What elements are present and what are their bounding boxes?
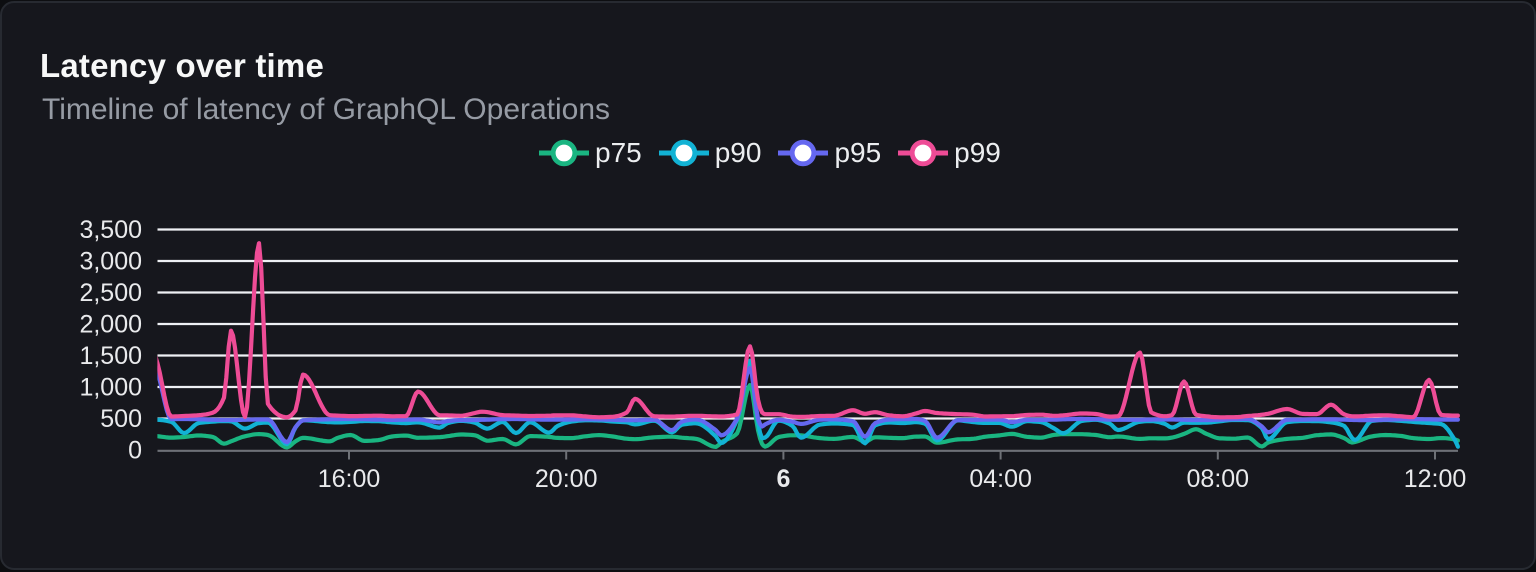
- svg-text:1,500: 1,500: [79, 342, 142, 370]
- svg-text:2,000: 2,000: [79, 311, 142, 339]
- svg-text:3,500: 3,500: [79, 216, 142, 244]
- svg-text:20:00: 20:00: [535, 465, 598, 493]
- svg-text:16:00: 16:00: [318, 465, 381, 493]
- svg-text:6: 6: [776, 465, 790, 493]
- svg-text:08:00: 08:00: [1187, 465, 1250, 493]
- svg-text:2,500: 2,500: [79, 279, 142, 307]
- svg-text:500: 500: [100, 405, 142, 433]
- svg-text:1,000: 1,000: [79, 374, 142, 402]
- svg-text:04:00: 04:00: [969, 465, 1032, 493]
- svg-text:12:00: 12:00: [1404, 465, 1467, 493]
- svg-text:3,000: 3,000: [79, 248, 142, 276]
- svg-text:0: 0: [128, 437, 142, 465]
